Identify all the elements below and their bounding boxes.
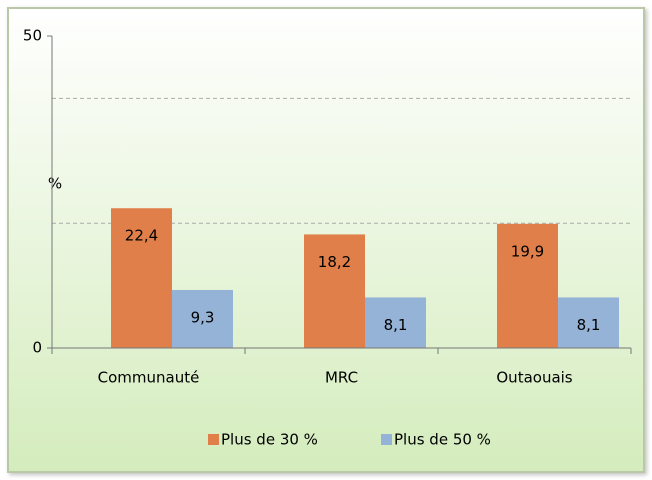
x-tick-label: MRC <box>325 369 358 387</box>
data-label: 9,3 <box>191 308 215 326</box>
legend-label: Plus de 30 % <box>221 431 318 449</box>
data-label: 22,4 <box>125 227 158 245</box>
bar <box>365 297 426 348</box>
y-tick-label: 50 <box>23 27 42 45</box>
y-tick-label: 0 <box>32 339 42 357</box>
y-axis-label: % <box>48 175 62 193</box>
bar <box>304 234 365 348</box>
x-tick-label: Outaouais <box>496 369 572 387</box>
data-label: 18,2 <box>318 253 351 271</box>
bar <box>558 297 619 348</box>
legend-label: Plus de 50 % <box>394 431 491 449</box>
x-tick-label: Communauté <box>98 369 200 387</box>
legend-swatch <box>208 434 219 445</box>
data-label: 8,1 <box>384 316 408 334</box>
bar <box>497 223 558 348</box>
data-label: 8,1 <box>577 316 601 334</box>
data-label: 19,9 <box>511 242 544 260</box>
legend-swatch <box>381 434 392 445</box>
bar <box>172 289 233 348</box>
bar <box>111 208 172 348</box>
